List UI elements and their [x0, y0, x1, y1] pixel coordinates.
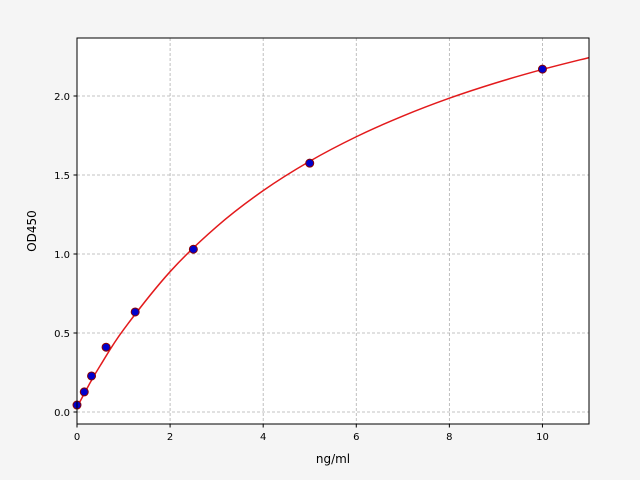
x-tick-label: 2 [167, 432, 173, 443]
x-tick-label: 8 [446, 432, 452, 443]
y-tick-label: 0.5 [54, 329, 70, 340]
x-tick-label: 0 [74, 432, 80, 443]
y-tick-label: 1.5 [54, 171, 70, 182]
data-point [130, 307, 140, 317]
y-axis-label: OD450 [25, 210, 39, 252]
data-point [188, 244, 198, 254]
x-axis-label: ng/ml [316, 452, 350, 466]
data-point [305, 158, 315, 168]
x-tick-label: 4 [260, 432, 266, 443]
data-point [537, 64, 547, 74]
data-point [101, 342, 111, 352]
data-point [87, 371, 97, 381]
fit-curve-line [76, 56, 590, 408]
plot-frame [76, 37, 590, 425]
y-tick-label: 1.0 [54, 250, 70, 261]
plot-area [77, 38, 589, 424]
x-tick-label: 6 [353, 432, 359, 443]
y-tick-label: 0.0 [54, 408, 70, 419]
y-tick-label: 2.0 [54, 92, 70, 103]
x-tick-label: 10 [536, 432, 549, 443]
data-point [79, 387, 89, 397]
